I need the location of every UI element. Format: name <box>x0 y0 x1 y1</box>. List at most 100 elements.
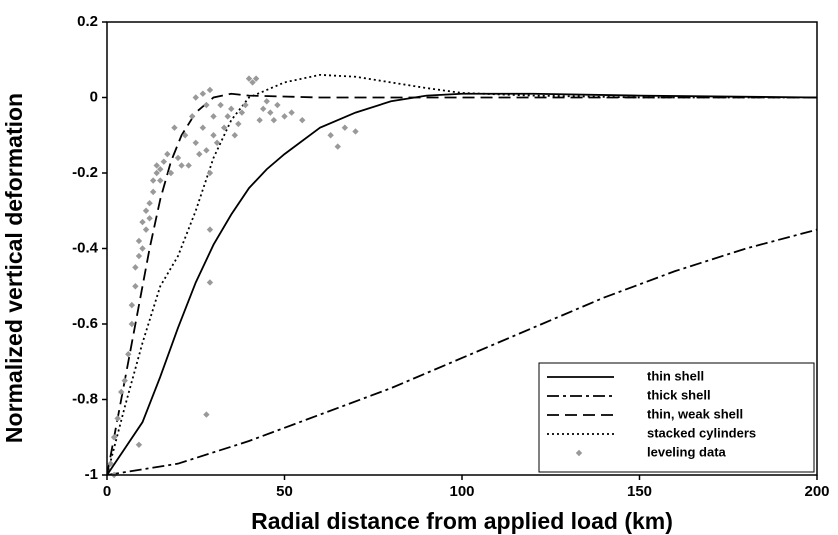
data-point <box>167 169 175 177</box>
series-line <box>107 228 817 475</box>
data-point <box>174 154 182 162</box>
data-point <box>256 116 263 124</box>
data-point <box>206 226 214 233</box>
data-point <box>128 320 136 328</box>
series-line <box>107 73 817 475</box>
data-point <box>220 124 228 131</box>
data-point <box>139 218 146 226</box>
data-point <box>128 301 136 309</box>
data-point <box>352 128 359 135</box>
data-point <box>139 245 146 252</box>
data-point <box>171 124 178 131</box>
data-point <box>270 116 278 124</box>
data-point <box>142 207 150 214</box>
data-point <box>199 90 207 97</box>
data-point <box>252 75 260 82</box>
data-point <box>135 441 143 448</box>
data-point <box>299 116 306 124</box>
data-point <box>135 252 143 260</box>
data-point <box>203 101 210 109</box>
legend-marker <box>575 449 583 457</box>
data-point <box>157 166 164 173</box>
series-line <box>107 92 817 475</box>
data-point <box>217 101 224 109</box>
data-point <box>267 109 274 116</box>
x-tick-label: 0 <box>103 483 111 500</box>
data-point <box>149 188 157 196</box>
x-tick-label: 200 <box>804 483 829 500</box>
x-axis-title: Radial distance from applied load (km) <box>251 508 673 534</box>
data-point <box>189 113 196 120</box>
data-point <box>110 434 118 441</box>
data-point <box>210 113 217 120</box>
data-point <box>107 460 114 467</box>
data-point <box>228 105 235 113</box>
data-point <box>281 113 288 120</box>
data-point <box>242 101 249 109</box>
legend-label: stacked cylinders <box>647 425 756 440</box>
data-point <box>146 215 153 222</box>
data-point <box>263 98 270 105</box>
data-point <box>142 226 150 233</box>
data-point <box>327 132 334 139</box>
data-point <box>245 75 253 82</box>
data-point <box>238 109 246 116</box>
data-point <box>334 143 341 150</box>
legend-label: thin, weak shell <box>647 406 743 421</box>
data-point <box>249 79 256 86</box>
data-point <box>206 169 214 177</box>
y-tick-label: -0.8 <box>72 390 98 407</box>
y-tick-label: -1 <box>85 466 98 483</box>
data-point <box>121 377 128 384</box>
y-tick-label: -0.6 <box>72 315 98 332</box>
data-point <box>203 411 210 418</box>
data-point <box>153 169 160 177</box>
plot-frame <box>106 21 818 476</box>
data-point <box>181 132 189 139</box>
data-point <box>125 351 132 358</box>
data-point <box>132 283 139 290</box>
data-point <box>341 124 349 131</box>
data-point <box>157 177 164 184</box>
data-point <box>274 101 281 109</box>
data-point <box>192 139 199 146</box>
data-point <box>203 147 210 154</box>
data-point <box>164 150 171 158</box>
data-point <box>260 105 267 113</box>
x-tick-label: 150 <box>627 483 652 500</box>
data-point <box>146 200 153 207</box>
legend-label: thin shell <box>647 368 704 383</box>
data-point <box>199 124 207 131</box>
y-tick-label: 0.2 <box>77 13 98 30</box>
y-axis-title: Normalized vertical deformation <box>1 93 27 443</box>
data-point <box>224 113 231 120</box>
legend-label: leveling data <box>647 444 727 459</box>
y-tick-label: 0 <box>90 88 98 105</box>
data-point <box>196 150 203 158</box>
data-point <box>114 415 121 422</box>
data-point <box>118 388 125 396</box>
data-point <box>206 86 214 94</box>
data-point <box>288 109 295 116</box>
y-tick-label: -0.2 <box>72 164 98 181</box>
data-point <box>178 162 185 169</box>
data-point <box>185 162 192 169</box>
data-point <box>231 132 238 139</box>
legend-box <box>538 362 815 473</box>
data-point <box>135 237 143 245</box>
data-point <box>149 177 157 184</box>
x-tick-label: 50 <box>276 483 293 500</box>
data-point <box>206 279 214 286</box>
data-point <box>213 139 221 146</box>
data-point <box>210 132 217 139</box>
data-point <box>153 162 160 169</box>
data-point <box>160 158 167 165</box>
series-line <box>107 92 817 475</box>
y-tick-label: -0.4 <box>72 239 99 256</box>
x-tick-label: 100 <box>449 483 474 500</box>
legend-label: thick shell <box>647 387 711 402</box>
data-point <box>192 94 199 101</box>
data-point <box>132 264 139 271</box>
data-point <box>235 120 242 128</box>
